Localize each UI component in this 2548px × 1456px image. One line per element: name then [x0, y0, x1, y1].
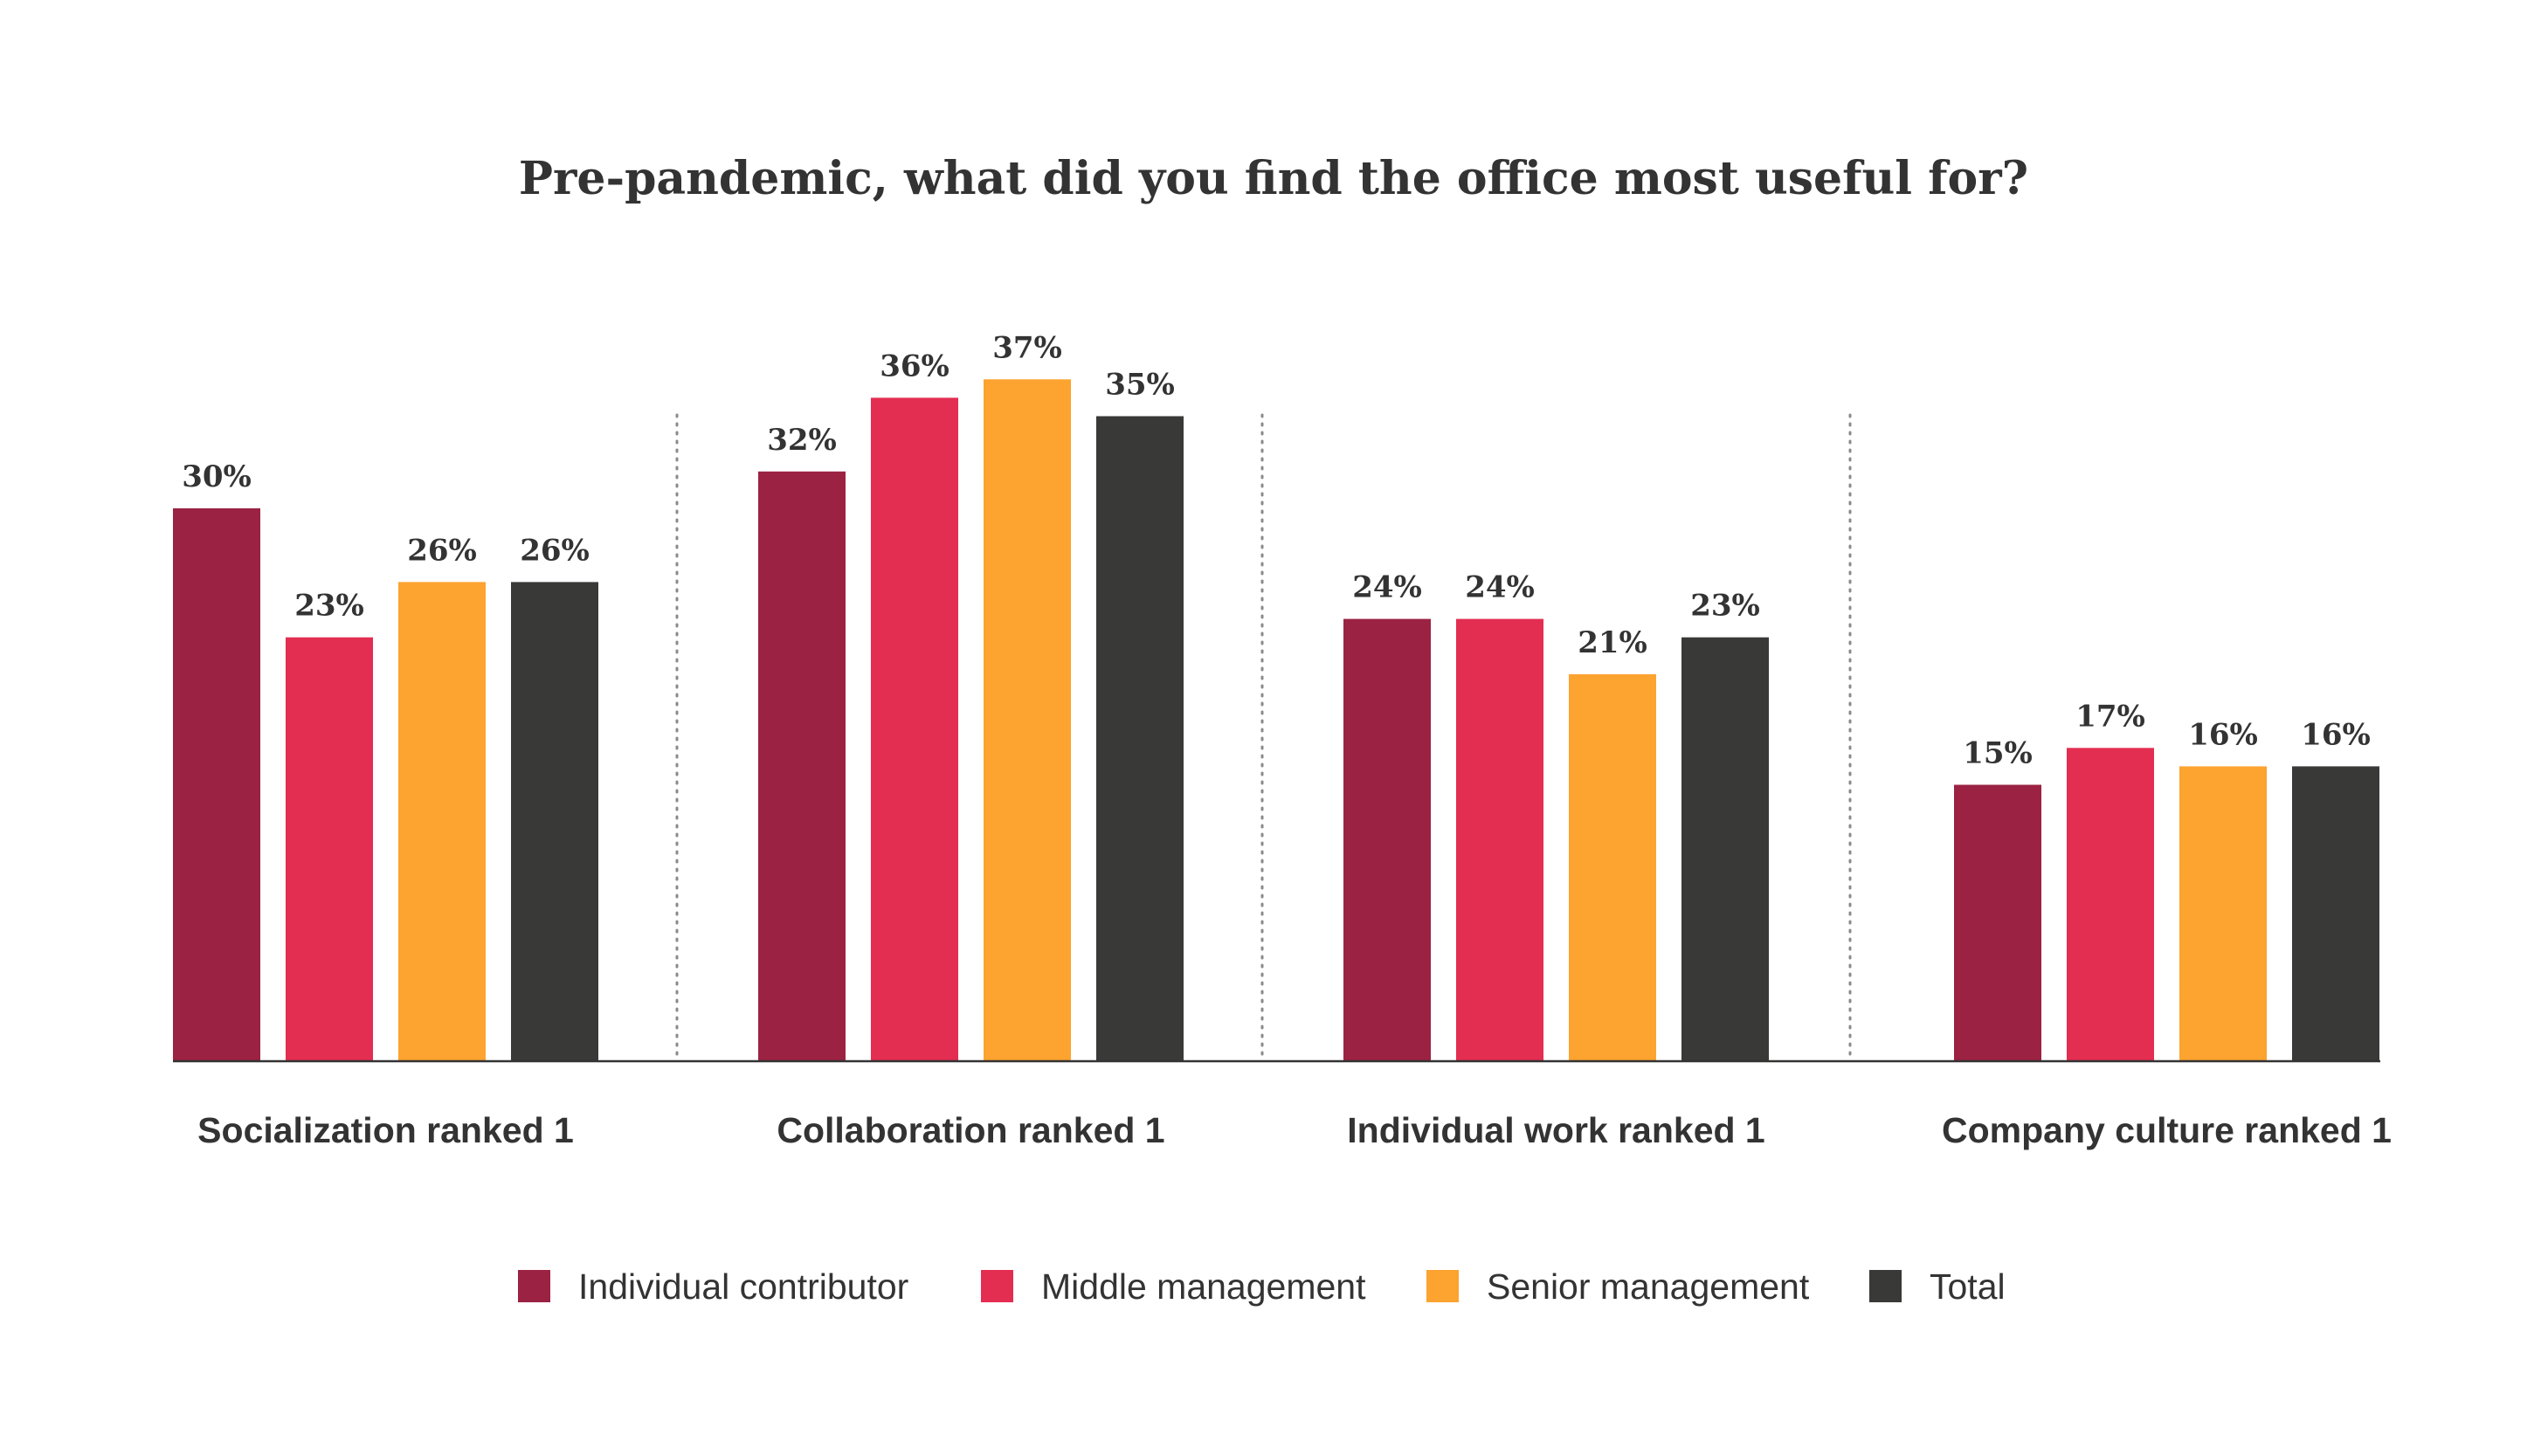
bar-3-2 — [2179, 766, 2267, 1061]
legend-label-1: Middle management — [1041, 1266, 1366, 1307]
value-label-2-0: 24% — [1352, 570, 1422, 605]
value-label-0-1: 23% — [294, 589, 364, 624]
bar-3-0 — [1954, 784, 2041, 1061]
category-label-3: Company culture ranked 1 — [1942, 1110, 2392, 1150]
bar-1-2 — [984, 379, 1071, 1061]
legend-label-0: Individual contributor — [578, 1266, 908, 1307]
bar-0-3 — [511, 582, 598, 1061]
bar-0-0 — [173, 508, 260, 1061]
category-label-1: Collaboration ranked 1 — [777, 1110, 1164, 1150]
bar-0-2 — [398, 582, 486, 1061]
value-label-0-2: 26% — [407, 533, 477, 568]
bars — [173, 379, 2379, 1061]
bar-3-3 — [2292, 766, 2379, 1061]
value-label-2-1: 24% — [1465, 570, 1535, 605]
value-label-2-3: 23% — [1690, 589, 1760, 624]
value-label-1-1: 36% — [880, 348, 949, 383]
legend-label-2: Senior management — [1487, 1266, 1810, 1307]
bar-2-3 — [1681, 637, 1769, 1061]
value-label-1-2: 37% — [992, 330, 1062, 365]
bar-1-1 — [871, 397, 958, 1061]
category-labels: Socialization ranked 1 Collaboration rank… — [197, 1110, 2392, 1150]
bar-3-1 — [2067, 748, 2154, 1061]
value-label-3-0: 15% — [1963, 736, 2033, 771]
value-label-3-2: 16% — [2188, 717, 2258, 752]
value-labels: 30% 23% 26% 26% 32% 36% 37% 35% 24% 24% 21% 23% 15% 1… — [182, 330, 2371, 770]
bar-1-3 — [1096, 416, 1184, 1061]
legend-swatch-1 — [981, 1270, 1013, 1302]
value-label-3-3: 16% — [2301, 717, 2371, 752]
legend-swatch-3 — [1869, 1270, 1902, 1302]
legend-label-3: Total — [1930, 1266, 2006, 1307]
bar-0-1 — [286, 637, 373, 1061]
category-label-2: Individual work ranked 1 — [1347, 1110, 1764, 1150]
group-separators — [675, 413, 1852, 1061]
chart-title: Pre-pandemic, what did you find the offi… — [519, 152, 2028, 205]
value-label-1-0: 32% — [767, 423, 837, 458]
value-label-2-2: 21% — [1578, 625, 1647, 660]
bar-2-2 — [1569, 673, 1656, 1061]
category-label-0: Socialization ranked 1 — [197, 1110, 574, 1150]
bar-2-1 — [1456, 618, 1543, 1061]
legend-swatch-0 — [518, 1270, 550, 1302]
bar-2-0 — [1343, 618, 1431, 1061]
legend: Individual contributor Middle management S… — [518, 1266, 2006, 1307]
value-label-1-3: 35% — [1105, 368, 1175, 403]
bar-1-0 — [758, 471, 846, 1061]
value-label-0-0: 30% — [182, 459, 252, 494]
legend-swatch-2 — [1426, 1270, 1459, 1302]
value-label-3-1: 17% — [2075, 699, 2145, 734]
value-label-0-3: 26% — [520, 533, 590, 568]
